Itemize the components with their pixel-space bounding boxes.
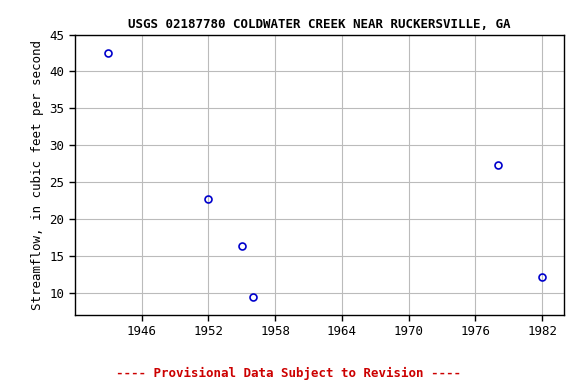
- Text: ---- Provisional Data Subject to Revision ----: ---- Provisional Data Subject to Revisio…: [116, 367, 460, 380]
- Y-axis label: Streamflow, in cubic feet per second: Streamflow, in cubic feet per second: [31, 40, 44, 310]
- Title: USGS 02187780 COLDWATER CREEK NEAR RUCKERSVILLE, GA: USGS 02187780 COLDWATER CREEK NEAR RUCKE…: [128, 18, 511, 31]
